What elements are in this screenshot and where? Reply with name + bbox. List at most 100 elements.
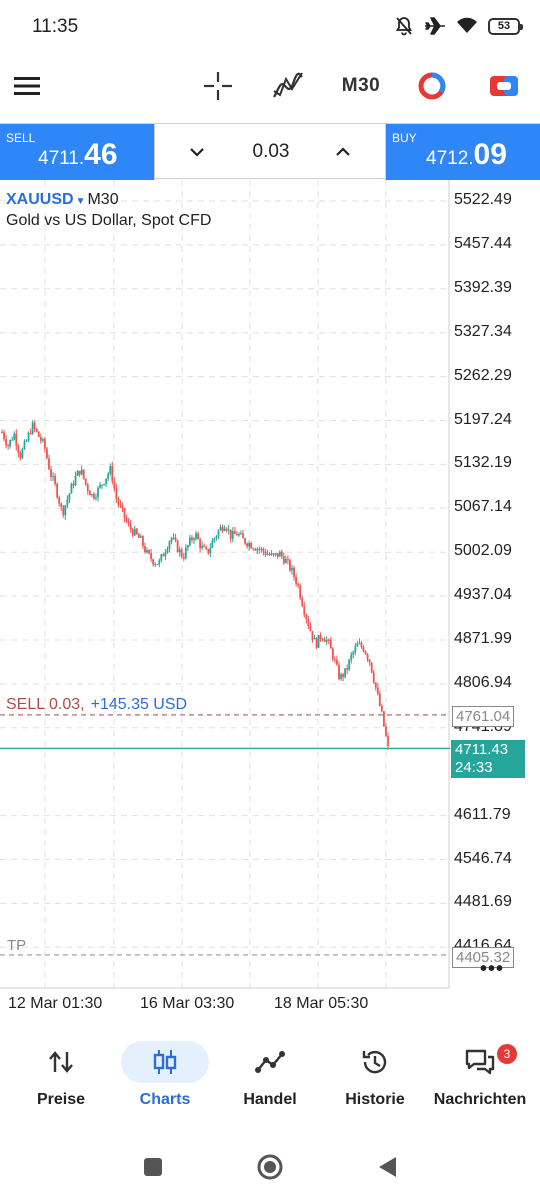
candle-body <box>21 448 24 459</box>
candle-body <box>205 546 208 550</box>
candle-body <box>88 490 91 496</box>
candle-body <box>319 635 322 639</box>
menu-button[interactable] <box>10 56 46 116</box>
chart-canvas[interactable] <box>0 180 540 1030</box>
chevron-down-icon <box>190 148 204 157</box>
candle-body <box>52 476 54 478</box>
candle-body <box>211 540 214 548</box>
candle-body <box>103 484 106 486</box>
back-button[interactable] <box>372 1152 402 1182</box>
candle-body <box>327 639 330 641</box>
timeframe-button[interactable]: M30 <box>341 75 381 96</box>
candle-body <box>174 537 177 541</box>
candle-body <box>268 554 271 556</box>
candle-body <box>235 534 238 536</box>
candle-body <box>352 651 355 655</box>
candle-body <box>303 606 306 615</box>
trade-line-icon <box>255 1051 285 1073</box>
candle-body <box>221 526 224 531</box>
volume-control: 0.03 <box>154 124 386 180</box>
candle-body <box>336 659 338 665</box>
candle-body <box>58 497 61 504</box>
candle-body <box>338 664 340 679</box>
candle-body <box>280 551 283 557</box>
chart-type-button[interactable] <box>414 56 450 116</box>
nav-nachrichten[interactable]: 3 Nachrichten <box>425 1032 535 1122</box>
candle-body <box>90 494 93 496</box>
take-profit-label[interactable]: TP <box>7 937 27 954</box>
candle-body <box>380 705 383 712</box>
time-tick-label: 16 Mar 03:30 <box>140 995 235 1012</box>
crosshair-button[interactable] <box>200 56 236 116</box>
price-tick-label: 5132.19 <box>454 454 512 472</box>
time-tick-label: 18 Mar 05:30 <box>274 995 369 1012</box>
candle-body <box>350 654 353 660</box>
nav-charts[interactable]: Charts <box>121 1032 209 1122</box>
candle-body <box>66 499 69 506</box>
candle-body <box>248 543 251 547</box>
volume-decrease-button[interactable] <box>183 138 211 166</box>
candle-body <box>284 559 287 564</box>
nav-handel[interactable]: Handel <box>226 1032 314 1122</box>
candle-body <box>176 540 179 553</box>
candle-body <box>50 469 52 477</box>
volume-increase-button[interactable] <box>329 138 357 166</box>
candle-body <box>23 441 26 449</box>
candle-body <box>358 642 361 644</box>
candle-body <box>215 536 218 539</box>
candle-body <box>82 469 85 479</box>
candle-body <box>315 638 318 648</box>
price-tick-label: 4937.04 <box>454 586 512 604</box>
candle-body <box>311 631 314 640</box>
symbol-header[interactable]: XAUUSD ▼ M30 <box>6 191 119 209</box>
candle-body <box>182 557 185 559</box>
bid-price: 4711.43 <box>455 741 509 758</box>
indicators-button[interactable] <box>270 56 306 116</box>
candle-body <box>117 498 120 505</box>
buy-price: 4712.09 <box>426 138 507 171</box>
position-line-label[interactable]: SELL 0.03, +145.35 USD <box>6 696 187 714</box>
buy-button[interactable]: BUY 4712.09 <box>386 124 540 180</box>
candle-body <box>162 554 165 557</box>
candle-body <box>9 439 12 447</box>
candle-body <box>19 452 22 459</box>
nav-historie[interactable]: Historie <box>331 1032 419 1122</box>
price-chart[interactable]: XAUUSD ▼ M30 Gold vs US Dollar, Spot CFD 5… <box>0 180 540 1030</box>
candle-body <box>370 662 373 673</box>
chevron-up-icon <box>336 147 350 156</box>
candle-body <box>78 470 81 475</box>
recents-button[interactable] <box>138 1152 168 1182</box>
candle-body <box>105 478 108 485</box>
candle-body <box>3 432 5 440</box>
more-options-icon[interactable]: ••• <box>480 958 505 980</box>
candle-body <box>109 465 112 474</box>
position-profit: +145.35 USD <box>90 696 188 713</box>
new-order-button[interactable] <box>484 56 524 116</box>
candle-body <box>11 439 14 441</box>
candle-body <box>305 614 308 620</box>
candle-body <box>250 543 253 549</box>
candle-body <box>123 508 126 518</box>
hamburger-icon <box>14 77 40 95</box>
candle-body <box>240 533 242 535</box>
price-tick-label: 5392.39 <box>454 278 512 296</box>
volume-value[interactable]: 0.03 <box>252 141 290 162</box>
home-button[interactable] <box>255 1152 285 1182</box>
candle-body <box>276 553 279 557</box>
history-icon <box>362 1050 387 1074</box>
candle-body <box>331 648 334 660</box>
candle-body <box>264 551 267 555</box>
candle-body <box>325 639 328 642</box>
candle-body <box>199 539 202 549</box>
candle-body <box>291 567 293 571</box>
candle-body <box>170 537 173 542</box>
status-icons: 53 <box>394 16 523 36</box>
bar-countdown: 24:33 <box>455 759 493 776</box>
price-tick-label: 4611.79 <box>454 805 511 823</box>
status-bar: 11:35 53 <box>0 0 540 56</box>
nav-label: Preise <box>36 1091 86 1108</box>
candle-body <box>309 626 312 632</box>
nav-preise[interactable]: Preise <box>17 1032 105 1122</box>
circle-icon <box>257 1154 283 1180</box>
sell-button[interactable]: SELL 4711.46 <box>0 124 154 180</box>
